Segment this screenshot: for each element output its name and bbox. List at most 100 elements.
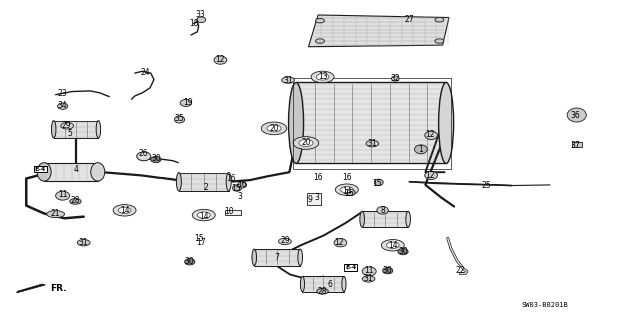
Text: 16: 16 (342, 174, 351, 182)
Ellipse shape (96, 121, 100, 138)
Ellipse shape (398, 249, 408, 255)
Bar (225, 210, 241, 215)
Ellipse shape (196, 17, 205, 23)
Text: 24: 24 (140, 68, 150, 77)
Circle shape (316, 74, 329, 80)
Ellipse shape (151, 156, 161, 163)
Text: 34: 34 (58, 101, 67, 110)
Text: 15: 15 (231, 184, 241, 193)
Polygon shape (17, 284, 45, 293)
Circle shape (311, 71, 334, 83)
Text: 29: 29 (280, 236, 290, 245)
Text: 3: 3 (237, 192, 242, 202)
Text: 31: 31 (284, 76, 293, 85)
Ellipse shape (237, 182, 246, 188)
Ellipse shape (298, 249, 303, 266)
Text: 35: 35 (175, 114, 184, 123)
Text: E-4: E-4 (345, 265, 356, 270)
Circle shape (335, 184, 358, 196)
Ellipse shape (184, 259, 195, 265)
Text: 12: 12 (425, 130, 435, 139)
Bar (44, 163, 98, 181)
Text: 15: 15 (344, 189, 354, 198)
Text: 23: 23 (58, 89, 67, 98)
Ellipse shape (300, 276, 305, 292)
Text: 32: 32 (390, 74, 400, 83)
Circle shape (366, 140, 379, 147)
Text: 15: 15 (194, 234, 204, 243)
Ellipse shape (214, 56, 227, 64)
Text: 11: 11 (58, 190, 67, 199)
Ellipse shape (232, 185, 241, 191)
Text: 30: 30 (185, 257, 195, 266)
Text: 30: 30 (398, 247, 408, 256)
Bar (303, 276, 344, 292)
Text: 20: 20 (269, 124, 279, 133)
Text: 14: 14 (120, 206, 129, 215)
Text: 19: 19 (183, 98, 193, 107)
Circle shape (435, 39, 444, 43)
Text: 10: 10 (225, 207, 234, 216)
Circle shape (293, 137, 319, 149)
Ellipse shape (174, 116, 184, 123)
Text: 7: 7 (275, 254, 280, 263)
Text: 14: 14 (342, 187, 351, 196)
Circle shape (316, 39, 324, 43)
Ellipse shape (567, 108, 586, 122)
Text: 13: 13 (317, 72, 328, 81)
Circle shape (61, 123, 74, 129)
Text: 4: 4 (74, 165, 79, 174)
Ellipse shape (406, 211, 410, 227)
Text: 27: 27 (404, 15, 414, 24)
Text: 5: 5 (67, 129, 72, 138)
Ellipse shape (252, 249, 257, 266)
Text: 25: 25 (481, 181, 491, 190)
Text: 14: 14 (388, 241, 397, 250)
Text: 8: 8 (380, 206, 385, 215)
Bar (572, 142, 582, 147)
Text: 36: 36 (571, 111, 580, 120)
Text: 28: 28 (70, 196, 80, 205)
Ellipse shape (438, 83, 454, 163)
Text: 9: 9 (307, 195, 312, 204)
Ellipse shape (226, 173, 231, 191)
Bar (254, 249, 300, 266)
Ellipse shape (415, 145, 428, 154)
Text: 16: 16 (313, 174, 323, 182)
Ellipse shape (383, 268, 393, 274)
Ellipse shape (346, 189, 355, 196)
Text: 2: 2 (204, 183, 209, 192)
Text: 18: 18 (189, 19, 198, 28)
Text: 17: 17 (196, 238, 206, 247)
Ellipse shape (374, 179, 383, 186)
Bar (179, 173, 228, 191)
Ellipse shape (425, 171, 438, 180)
Circle shape (192, 209, 215, 221)
Text: 26: 26 (139, 149, 148, 158)
Circle shape (340, 187, 353, 193)
Text: 6: 6 (328, 279, 333, 288)
Ellipse shape (360, 211, 364, 227)
Text: 14: 14 (199, 212, 209, 221)
Ellipse shape (37, 163, 51, 181)
Ellipse shape (342, 276, 346, 292)
Ellipse shape (56, 191, 70, 200)
Circle shape (113, 204, 136, 216)
Text: 12: 12 (425, 171, 435, 180)
Circle shape (77, 240, 90, 246)
Ellipse shape (137, 152, 151, 161)
Text: 11: 11 (364, 266, 374, 275)
Bar (307, 193, 321, 205)
Text: 30: 30 (383, 265, 392, 275)
Ellipse shape (51, 121, 56, 138)
Text: 12: 12 (216, 55, 225, 64)
Text: E-4: E-4 (35, 167, 46, 172)
Text: SW03-B0201B: SW03-B0201B (522, 302, 568, 308)
Text: 31: 31 (79, 238, 88, 247)
Circle shape (261, 122, 287, 135)
Text: 16: 16 (237, 181, 247, 189)
Ellipse shape (91, 163, 105, 181)
Text: 37: 37 (571, 141, 580, 150)
Text: 21: 21 (51, 209, 60, 218)
Text: 3: 3 (314, 193, 319, 202)
